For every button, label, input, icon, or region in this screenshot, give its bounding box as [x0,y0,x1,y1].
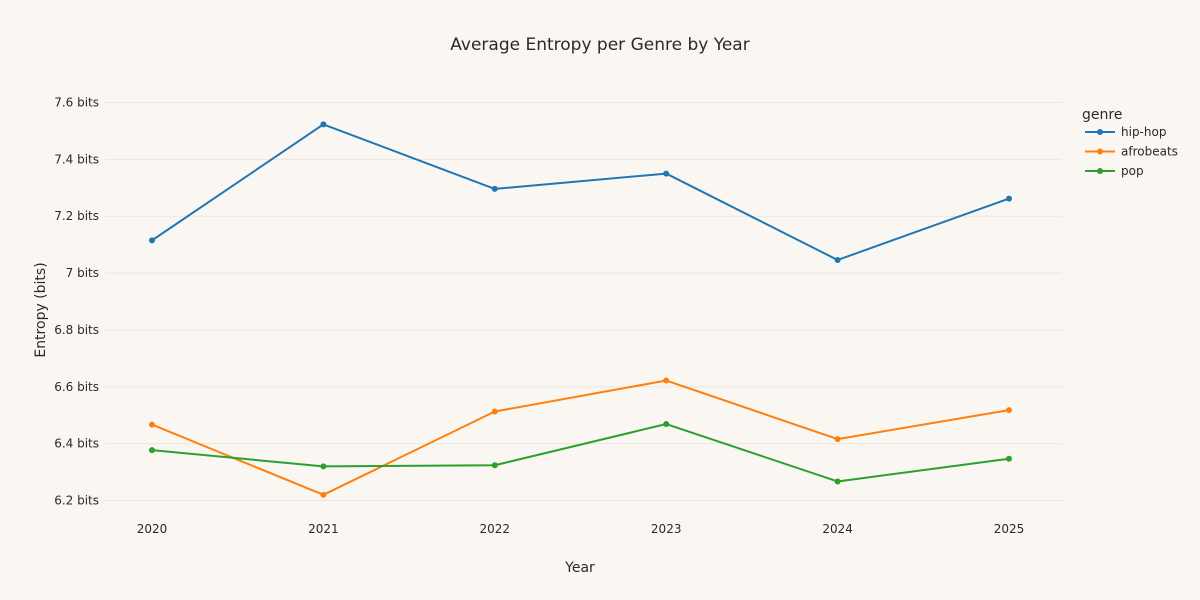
data-point [663,170,670,177]
y-tick-label: 6.4 bits [54,437,99,451]
series-hip-hop [149,121,1012,263]
data-point [491,408,498,415]
x-tick-label: 2025 [994,522,1025,536]
data-point [1006,407,1012,414]
legend-marker-swatch [1097,129,1103,135]
data-point [491,185,498,192]
legend-items: hip-hop afrobeats pop [1085,125,1178,178]
data-point [834,436,841,443]
y-axis-ticks: 6.2 bits 6.4 bits 6.6 bits 6.8 bits 7 bits 7.… [54,96,99,508]
x-axis-ticks: 2020 2021 2022 2023 2024 2025 [137,522,1025,536]
y-axis-title: Entropy (bits) [33,262,49,357]
y-tick-label: 6.2 bits [54,494,99,508]
x-tick-label: 2021 [308,522,339,536]
legend-item-pop[interactable]: pop [1085,164,1144,178]
x-tick-label: 2022 [480,522,511,536]
x-axis-title: Year [564,560,595,576]
data-point [1006,455,1012,462]
legend-marker-swatch [1097,148,1103,155]
series-group [149,121,1012,498]
data-point [149,421,155,428]
legend-title: genre [1082,107,1122,123]
series-line [151,379,1010,496]
data-point [663,421,670,428]
series-line [151,123,1010,261]
legend-label: hip-hop [1121,125,1166,139]
legend-label: afrobeats [1121,145,1178,159]
legend-marker-swatch [1097,168,1103,174]
data-point [149,447,155,454]
data-point [149,237,155,244]
y-tick-label: 7.4 bits [54,152,99,166]
legend-item-hip-hop[interactable]: hip-hop [1085,125,1166,139]
y-tick-label: 6.8 bits [54,323,99,337]
x-tick-label: 2020 [137,522,168,536]
grid [105,102,1062,501]
data-point [320,463,327,470]
x-tick-label: 2024 [822,522,853,536]
data-point [834,478,841,485]
y-tick-label: 7.2 bits [54,209,99,223]
series-line [151,423,1010,483]
series-afrobeats [149,377,1012,498]
legend-label: pop [1121,164,1144,178]
data-point [320,121,327,128]
data-point [834,256,841,263]
y-tick-label: 6.6 bits [54,380,99,394]
chart-title: Average Entropy per Genre by Year [450,35,749,55]
series-pop [149,421,1012,485]
data-point [491,462,498,469]
data-point [320,491,327,498]
legend-item-afrobeats[interactable]: afrobeats [1085,145,1178,159]
legend: genre hip-hop afrobeats pop [1082,107,1178,178]
data-point [1006,195,1012,202]
y-tick-label: 7 bits [66,266,99,280]
data-point [663,377,670,384]
x-tick-label: 2023 [651,522,682,536]
y-tick-label: 7.6 bits [54,96,99,110]
